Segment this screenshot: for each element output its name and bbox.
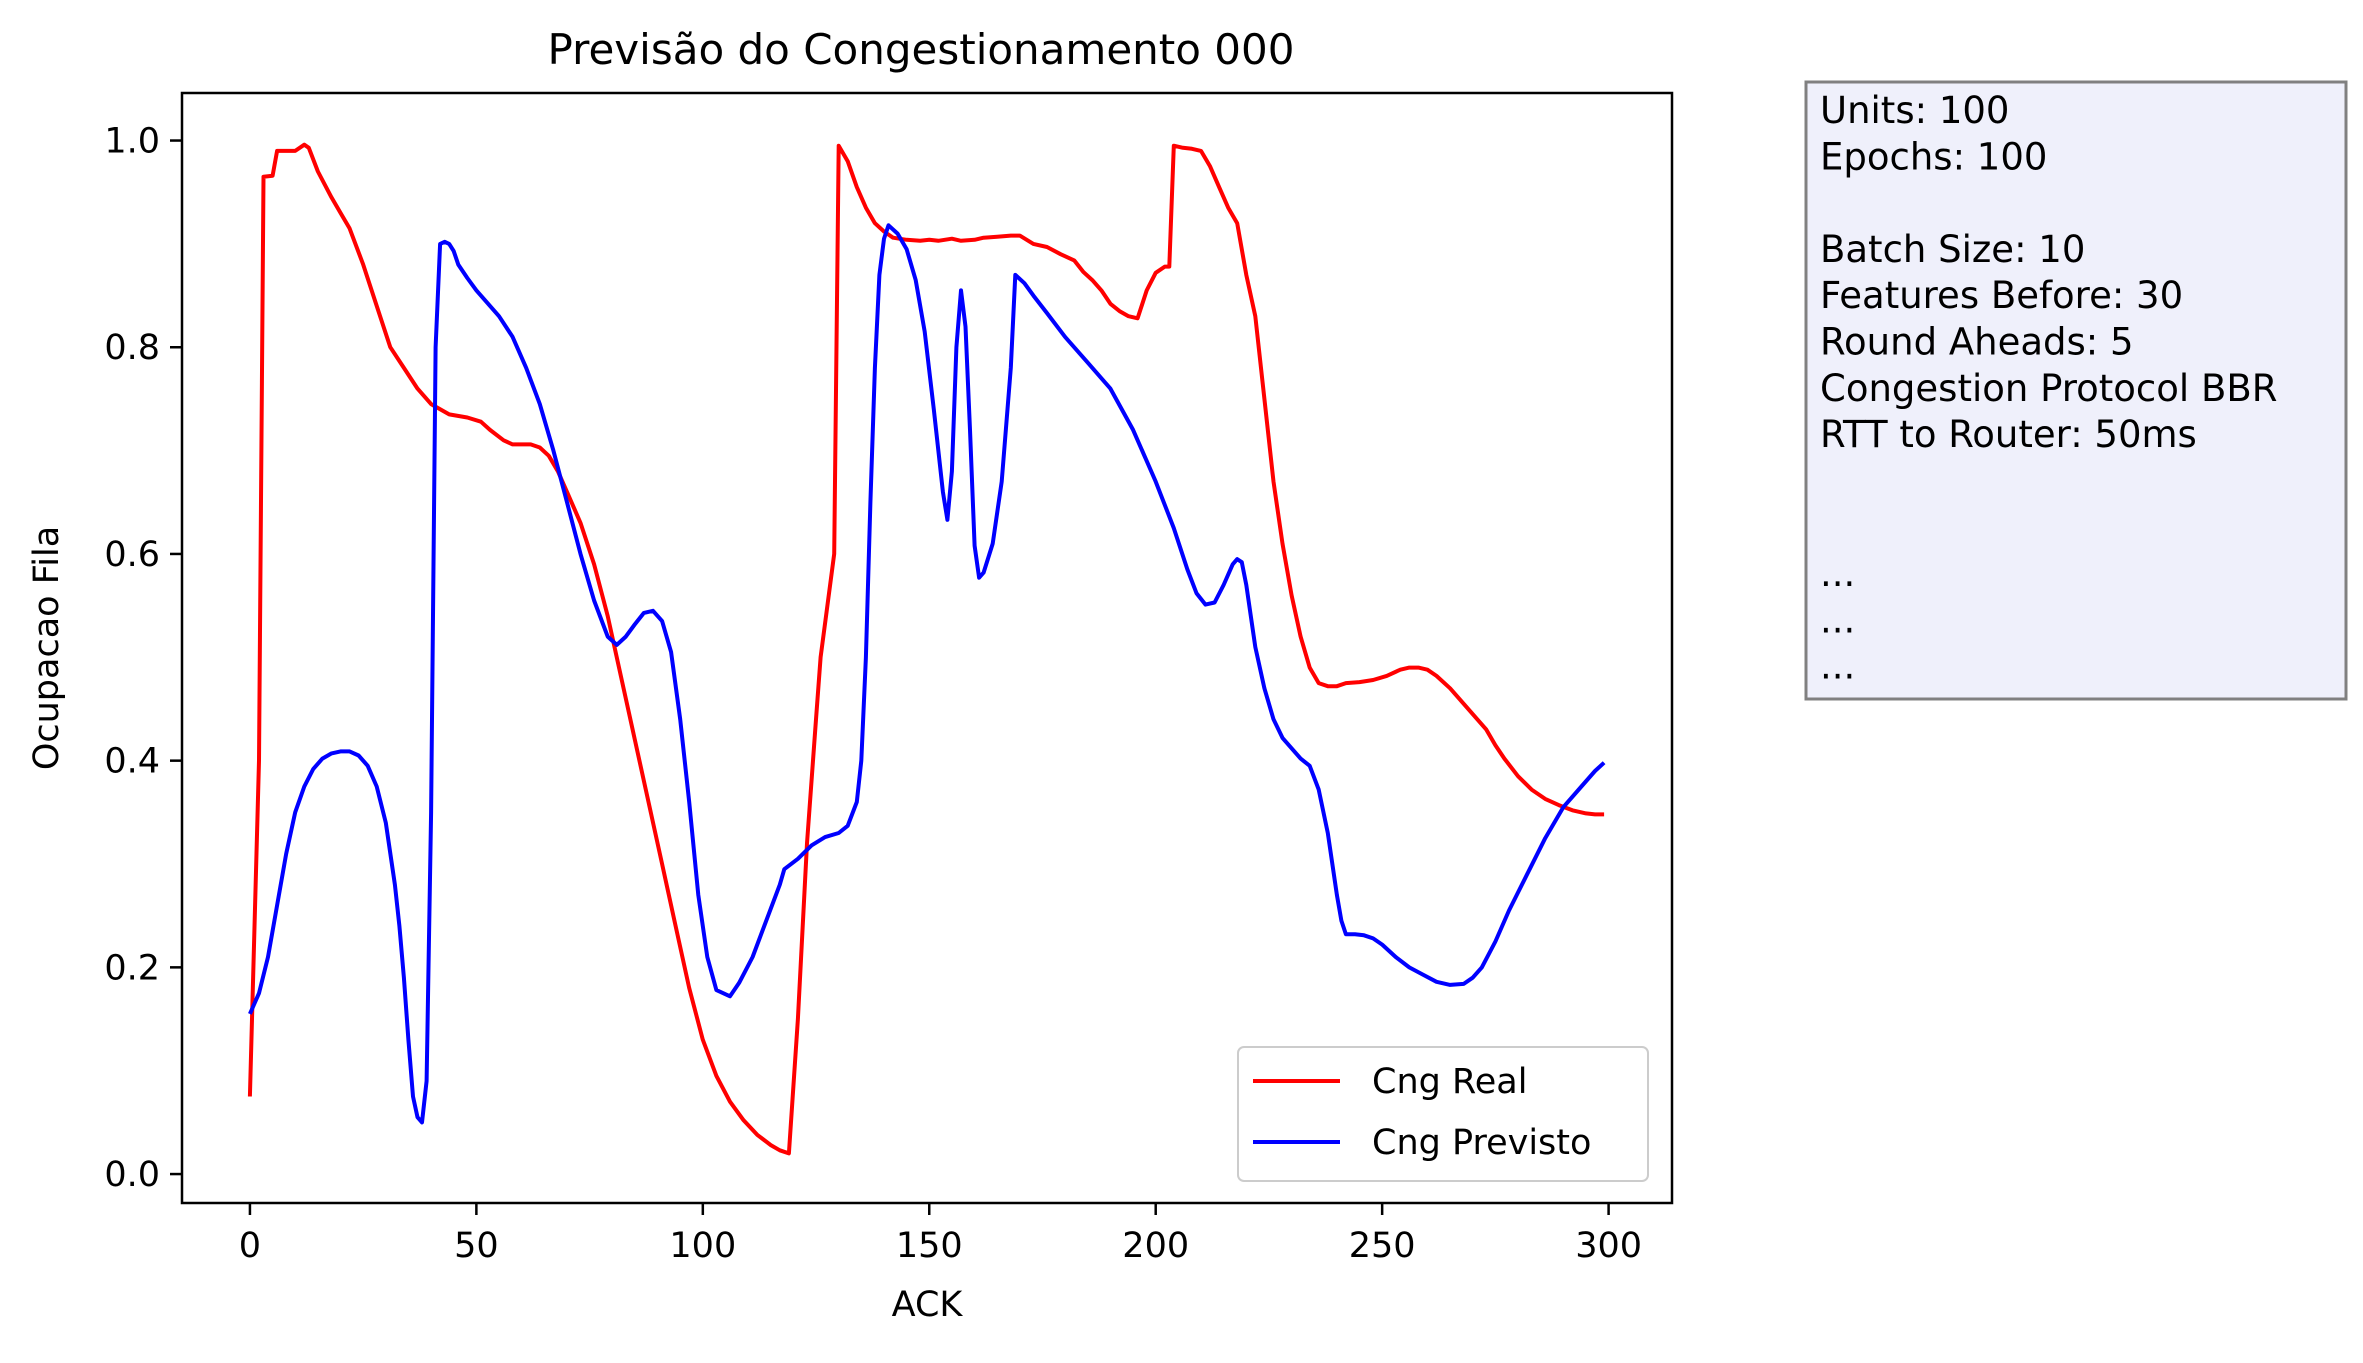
y-tick-label: 0.2: [104, 948, 160, 988]
chart-title: Previsão do Congestionamento 000: [548, 25, 1295, 74]
x-tick-label: 300: [1575, 1226, 1642, 1266]
info-box-line: RTT to Router: 50ms: [1820, 413, 2197, 456]
y-tick-label: 0.4: [104, 742, 160, 782]
info-box-line: Congestion Protocol BBR: [1820, 367, 2277, 410]
y-tick-label: 0.8: [104, 328, 160, 368]
info-box-line: Units: 100: [1820, 89, 2009, 132]
legend: Cng Real Cng Previsto: [1238, 1047, 1648, 1181]
y-axis-label: Ocupacao Fila: [27, 526, 67, 770]
legend-label-cng-real: Cng Real: [1372, 1062, 1527, 1102]
x-axis-label: ACK: [892, 1285, 964, 1325]
info-box-line: ...: [1820, 598, 1855, 641]
y-tick-label: 0.0: [104, 1155, 160, 1195]
x-tick-label: 100: [669, 1226, 736, 1266]
x-tick-label: 150: [896, 1226, 963, 1266]
info-box-line: ...: [1820, 552, 1855, 595]
info-box-line: Features Before: 30: [1820, 274, 2183, 317]
y-tick-label: 1.0: [104, 122, 160, 162]
info-box-line: Epochs: 100: [1820, 135, 2047, 178]
x-tick-label: 250: [1349, 1226, 1416, 1266]
y-tick-label: 0.6: [104, 535, 160, 575]
x-tick-label: 50: [454, 1226, 499, 1266]
info-box-line: Round Aheads: 5: [1820, 321, 2134, 364]
info-box-line: Batch Size: 10: [1820, 228, 2085, 271]
x-tick-label: 0: [239, 1226, 261, 1266]
info-box-line: ...: [1820, 645, 1855, 688]
x-tick-label: 200: [1122, 1226, 1189, 1266]
legend-label-cng-previsto: Cng Previsto: [1372, 1123, 1591, 1163]
